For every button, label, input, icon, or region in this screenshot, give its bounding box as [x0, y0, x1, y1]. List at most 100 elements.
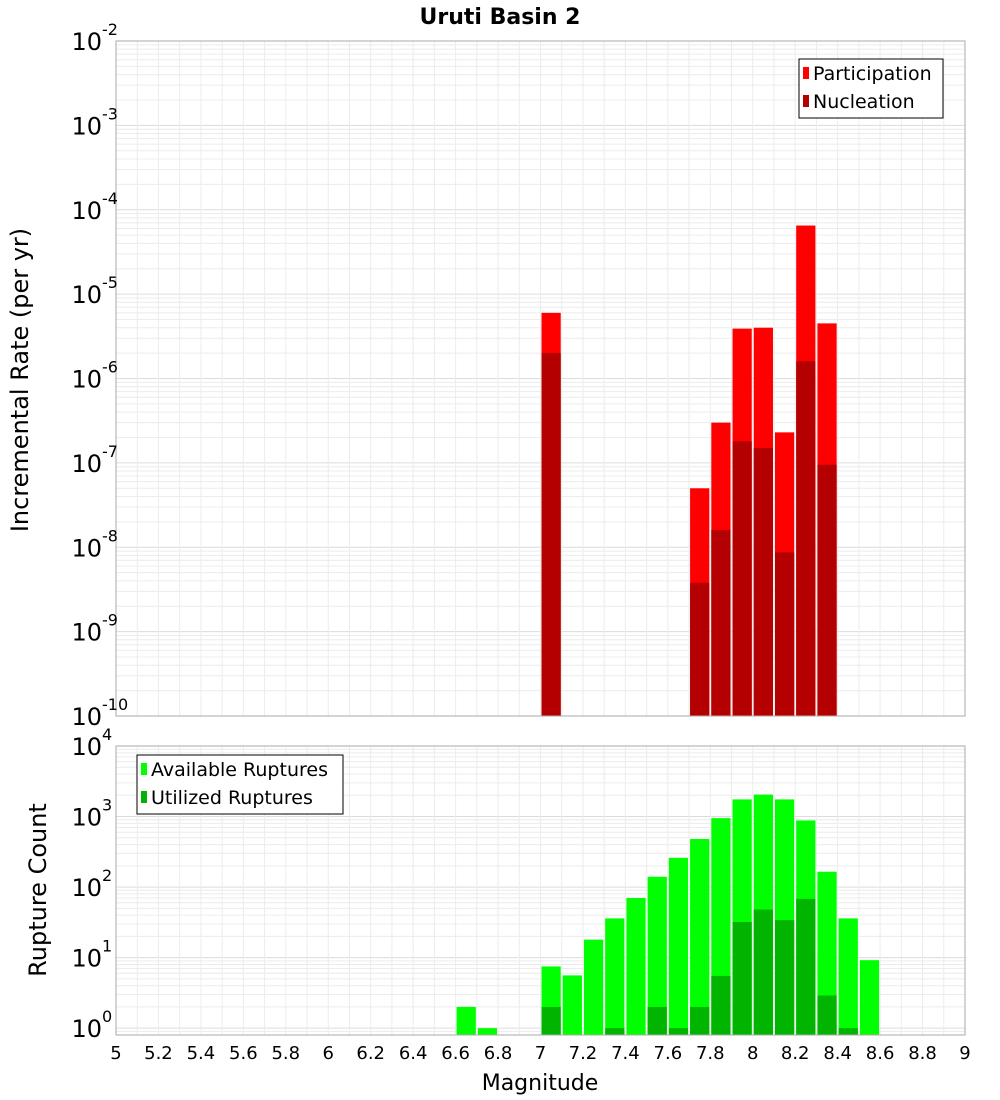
rate-bar-secondary [690, 582, 710, 716]
count-bar-primary [605, 918, 625, 1035]
rate-y-tick-base: 10 [71, 450, 102, 478]
count-plot-frame [115, 745, 966, 1036]
rate-y-tick-exponent: -4 [102, 189, 118, 208]
rate-y-tick-base: 10 [71, 366, 102, 394]
count-bar-primary [562, 975, 582, 1035]
count-y-tick-base: 10 [71, 1015, 102, 1043]
x-tick-label: 5.2 [144, 1043, 173, 1064]
x-tick-label: 7 [535, 1043, 546, 1064]
count-legend-box [136, 754, 344, 815]
rate-legend-box [798, 58, 944, 119]
rate-y-tick-base: 10 [71, 619, 102, 647]
count-legend: Available Ruptures Utilized Ruptures [136, 754, 344, 815]
x-tick-label: 9 [959, 1043, 970, 1064]
rate-y-tick-exponent: -7 [102, 442, 118, 461]
count-bar-primary [817, 871, 837, 1035]
count-y-tick-base: 10 [71, 945, 102, 973]
rate-bar-secondary [796, 361, 816, 716]
count-y-axis-label: Rupture Count [24, 803, 52, 977]
count-bar-primary [668, 857, 689, 1035]
available-legend-label: Available Ruptures [151, 759, 328, 781]
x-tick-label: 7.2 [569, 1043, 598, 1064]
rate-bar-secondary [817, 464, 837, 716]
rate-gridlines [115, 40, 966, 717]
count-bar-secondary [774, 920, 795, 1035]
rate-y-tick-exponent: -3 [102, 104, 118, 123]
x-tick-label: 8.8 [908, 1043, 937, 1064]
count-y-tick-base: 10 [71, 804, 102, 832]
rate-y-tick-exponent: -6 [102, 358, 118, 377]
count-bar-secondary [668, 1028, 689, 1035]
rate-y-tick-base: 10 [71, 703, 102, 731]
rate-bar-secondary [732, 441, 752, 716]
utilized-legend-swatch [141, 791, 147, 803]
x-tick-label: 5.4 [187, 1043, 216, 1064]
chart-title: Uruti Basin 2 [420, 5, 581, 30]
rate-y-tick-exponent: -10 [102, 695, 128, 714]
x-tick-label: 8.6 [866, 1043, 895, 1064]
count-y-tick-exponent: 3 [102, 796, 112, 815]
nucleation-legend-swatch [803, 95, 809, 107]
count-bar-primary [477, 1028, 498, 1035]
x-tick-label: 8.4 [823, 1043, 852, 1064]
count-bar-secondary [690, 1006, 710, 1035]
nucleation-legend-label: Nucleation [813, 91, 915, 113]
count-bar-secondary [541, 1006, 561, 1035]
rate-bar-secondary [541, 353, 561, 716]
x-tick-label: 7.4 [611, 1043, 640, 1064]
rate-y-tick-base: 10 [71, 28, 102, 56]
x-tick-label: 6.6 [441, 1043, 470, 1064]
x-tick-label: 6 [323, 1043, 334, 1064]
rate-y-tick-exponent: -8 [102, 526, 118, 545]
x-tick-label: 8.2 [781, 1043, 810, 1064]
x-axis-label: Magnitude [482, 1071, 599, 1096]
count-bar-secondary [817, 995, 837, 1035]
count-y-tick-base: 10 [71, 874, 102, 902]
x-tick-label: 5 [110, 1043, 121, 1064]
rate-bar-secondary [711, 530, 731, 716]
count-y-tick-exponent: 0 [102, 1007, 112, 1026]
x-axis-ticks: 5 5.2 5.4 5.6 5.8 6 6.2 6.4 6.6 6.8 7 7.2 7.4 7.6 7.8 8… [110, 1043, 970, 1064]
rate-y-tick-exponent: -9 [102, 611, 118, 630]
count-y-tick-exponent: 2 [102, 866, 112, 885]
count-bar-secondary [753, 909, 773, 1035]
x-tick-label: 6.4 [399, 1043, 428, 1064]
count-y-tick-exponent: 1 [102, 937, 112, 956]
participation-legend-label: Participation [813, 63, 932, 85]
x-tick-label: 8 [747, 1043, 758, 1064]
rate-y-tick-exponent: -2 [102, 20, 118, 39]
x-tick-label: 5.6 [229, 1043, 258, 1064]
rate-plot-frame [115, 40, 966, 717]
count-bar-primary [859, 960, 880, 1035]
count-bars [456, 794, 880, 1035]
count-y-tick-exponent: 4 [102, 725, 112, 744]
count-bar-primary [626, 898, 646, 1035]
x-tick-label: 6.8 [484, 1043, 513, 1064]
count-bar-primary [838, 918, 858, 1035]
rate-y-tick-exponent: -5 [102, 273, 118, 292]
x-tick-label: 6.2 [356, 1043, 385, 1064]
rate-y-axis-label: Incremental Rate (per yr) [6, 228, 34, 532]
rate-legend: Participation Nucleation [798, 58, 944, 119]
x-tick-label: 7.6 [654, 1043, 683, 1064]
x-tick-label: 5.8 [271, 1043, 300, 1064]
count-bar-secondary [838, 1028, 858, 1035]
x-tick-label: 7.8 [696, 1043, 725, 1064]
count-bar-secondary [711, 975, 731, 1035]
rate-y-tick-base: 10 [71, 197, 102, 225]
utilized-legend-label: Utilized Ruptures [151, 787, 313, 809]
count-bar-primary [647, 876, 667, 1035]
count-bar-secondary [647, 1006, 667, 1035]
rate-y-tick-base: 10 [71, 112, 102, 140]
rate-y-tick-base: 10 [71, 534, 102, 562]
count-bar-secondary [796, 898, 816, 1035]
count-bar-primary [690, 839, 710, 1035]
count-bar-primary [583, 939, 604, 1035]
count-y-tick-base: 10 [71, 733, 102, 761]
rate-y-tick-base: 10 [71, 281, 102, 309]
available-legend-swatch [141, 763, 147, 775]
